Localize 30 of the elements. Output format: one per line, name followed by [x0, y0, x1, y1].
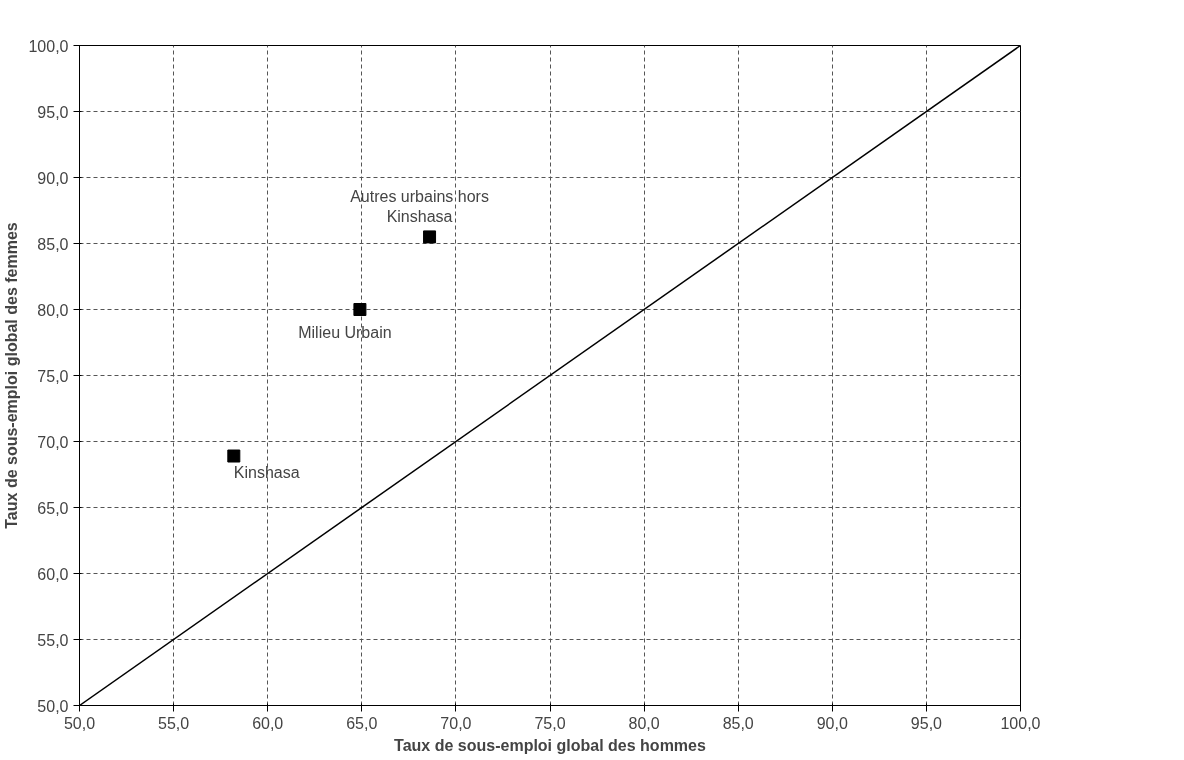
point — [353, 303, 367, 316]
y-tick-label: 50,0 — [37, 697, 69, 715]
x-tick-label: 90,0 — [816, 714, 848, 732]
annotation: Milieu Urbain — [298, 323, 392, 341]
y-tick-label: 95,0 — [37, 103, 69, 121]
x-tick-label: 65,0 — [346, 714, 378, 732]
x-tick-label: 60,0 — [252, 714, 284, 732]
y-tick-label: 75,0 — [37, 367, 69, 385]
annotation: Kinshasa — [233, 464, 300, 482]
y-tick-label: 100,0 — [28, 37, 69, 55]
y-tick-label: 55,0 — [37, 631, 69, 649]
y-tick-label: 60,0 — [37, 565, 69, 583]
y-tick-label: 90,0 — [37, 169, 69, 187]
x-tick-label: 100,0 — [1000, 714, 1041, 732]
x-tick-label: 80,0 — [628, 714, 660, 732]
point — [227, 449, 241, 463]
x-tick-label: 70,0 — [440, 714, 472, 732]
y-tick-label: 65,0 — [37, 499, 69, 517]
y-axis-title: Taux de sous-emploi global des femmes — [3, 222, 21, 529]
annotation: Autres urbains hors Kinshasa — [350, 187, 489, 225]
x-axis-title: Taux de sous-emploi global des hommes — [394, 736, 706, 754]
y-tick-label: 70,0 — [37, 433, 69, 451]
y-tick-label: 85,0 — [37, 235, 69, 253]
x-tick-label: 85,0 — [722, 714, 754, 732]
x-tick-label: 55,0 — [158, 714, 190, 732]
point — [423, 230, 437, 244]
x-tick-label: 50,0 — [63, 714, 96, 732]
y-tick-label: 80,0 — [37, 301, 69, 319]
x-tick-label: 75,0 — [534, 714, 566, 732]
x-tick-label: 95,0 — [910, 714, 943, 732]
